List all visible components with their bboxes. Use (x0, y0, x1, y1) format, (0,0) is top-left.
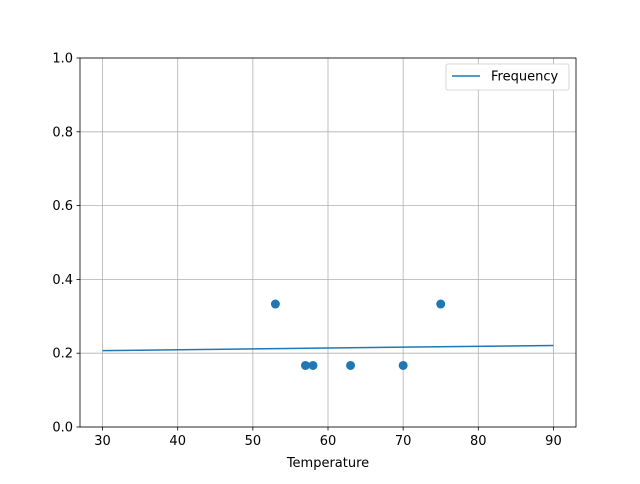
legend: Frequency (445, 63, 570, 91)
ticks: 30 40 50 60 70 80 90 0.0 0.2 0.4 0.6 0.8 1.0 (52, 52, 561, 450)
scatter-point (398, 360, 408, 370)
marks (102, 299, 554, 370)
x-tick-label: 50 (245, 434, 262, 449)
frequency-line (102, 344, 554, 352)
x-tick-label: 80 (470, 434, 487, 449)
scatter-point (436, 299, 446, 309)
y-tick-label: 0.0 (52, 421, 73, 436)
scatter-point (308, 360, 318, 370)
x-tick-label: 30 (94, 434, 111, 449)
grid (80, 57, 576, 428)
legend-label: Frequency (491, 70, 558, 85)
x-tick-label: 90 (545, 434, 562, 449)
y-tick-label: 0.8 (52, 125, 73, 140)
y-tick-label: 1.0 (52, 52, 73, 67)
x-tick-label: 60 (320, 434, 337, 449)
scatter-point (346, 360, 356, 370)
y-tick-label: 0.4 (52, 273, 73, 288)
scatter-point (270, 299, 280, 309)
legend-box (445, 63, 570, 91)
y-tick-label: 0.2 (52, 347, 73, 362)
scatter-point (300, 360, 310, 370)
x-tick-label: 40 (169, 434, 186, 449)
x-tick-label: 70 (395, 434, 412, 449)
x-axis-label: Temperature (286, 456, 369, 471)
y-tick-label: 0.6 (52, 199, 73, 214)
